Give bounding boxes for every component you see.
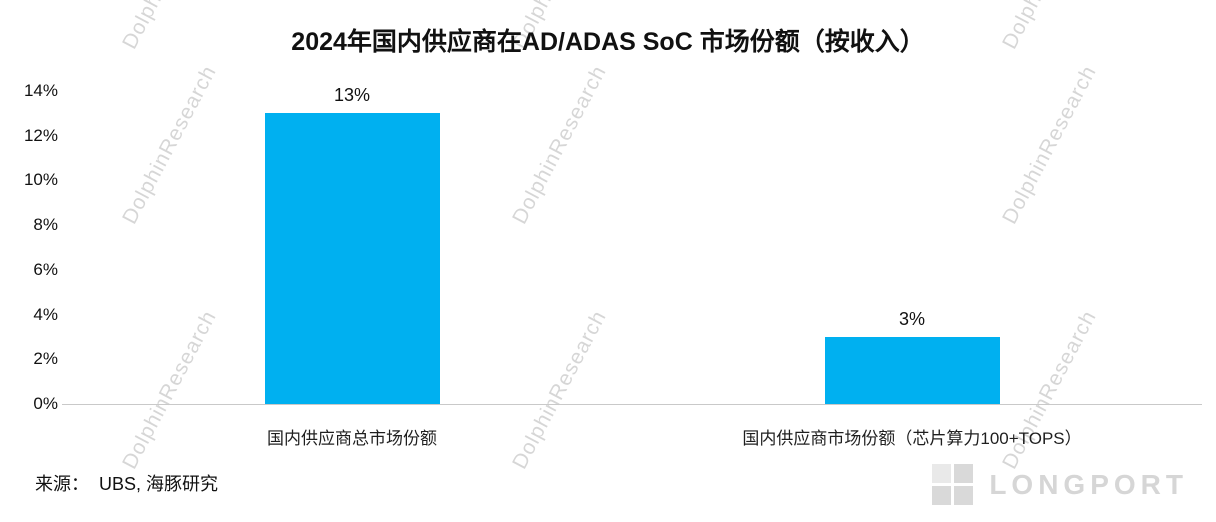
bar-0 (264, 113, 440, 404)
y-tick-label: 14% (23, 81, 58, 100)
y-tick-label: 10% (23, 170, 58, 190)
source-note: 来源： UBS, 海豚研究 (35, 470, 218, 496)
bar-value-label: 3% (898, 308, 926, 329)
source-value: UBS, 海豚研究 (99, 474, 219, 494)
longport-logo-icon (932, 464, 974, 505)
bar-1 (824, 336, 1000, 404)
bar-value-label: 13% (333, 85, 371, 106)
chart-title: 2024年国内供应商在AD/ADAS SoC 市场份额（按收入） (291, 28, 925, 56)
category-label: 国内供应商总市场份额 (267, 429, 437, 448)
category-label: 国内供应商市场份额（芯片算力100+TOPS） (742, 429, 1082, 448)
y-tick-label: 2% (33, 349, 58, 369)
y-tick-label: 4% (33, 304, 58, 324)
y-tick-label: 8% (33, 215, 58, 235)
y-tick-label: 12% (23, 125, 58, 145)
y-tick-label: 0% (33, 394, 58, 413)
y-tick-label: 6% (33, 259, 58, 279)
source-label: 来源： (35, 474, 89, 494)
longport-logo: LONGPORT (932, 464, 1188, 505)
x-axis-line (62, 404, 1202, 405)
longport-logo-text: LONGPORT (989, 468, 1188, 500)
y-axis: 0% 2% 4% 6% 8% 10% 12% 14% (0, 0, 58, 522)
